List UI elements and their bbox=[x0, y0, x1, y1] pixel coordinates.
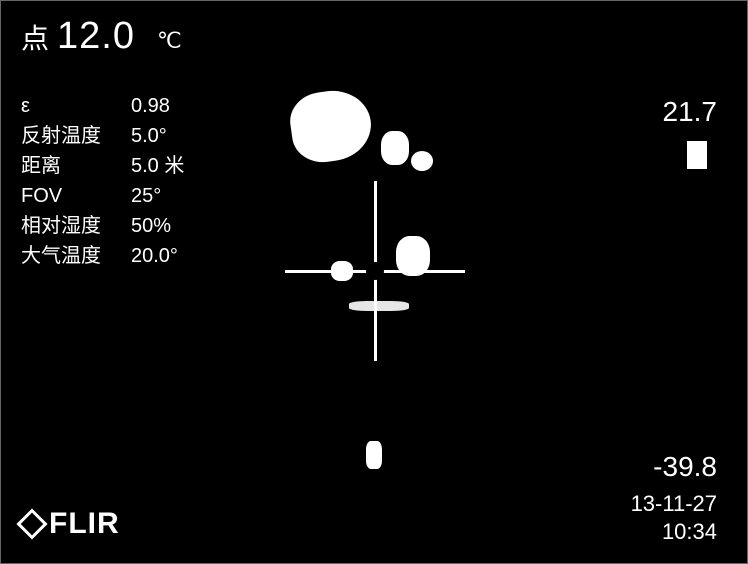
measurement-parameters: ε 0.98 反射温度 5.0° 距离 5.0 米 FOV 25° 相对湿度 5… bbox=[21, 91, 184, 271]
param-value: 5.0 米 bbox=[131, 151, 184, 181]
capture-time: 10:34 bbox=[631, 518, 717, 546]
thermal-blob bbox=[411, 151, 433, 171]
param-value: 50% bbox=[131, 211, 171, 241]
brand-logo: FLIR bbox=[21, 507, 120, 541]
spot-temperature: 点 12.0 ℃ bbox=[21, 15, 182, 58]
thermal-viewport: 点 12.0 ℃ ε 0.98 反射温度 5.0° 距离 5.0 米 FOV 2… bbox=[0, 0, 748, 564]
thermal-blob bbox=[331, 261, 353, 281]
scale-min: -39.8 bbox=[653, 451, 717, 483]
param-value: 0.98 bbox=[131, 91, 170, 121]
param-row: 大气温度 20.0° bbox=[21, 241, 184, 271]
thermal-blob bbox=[366, 441, 382, 469]
param-row: 距离 5.0 米 bbox=[21, 151, 184, 181]
param-label: 大气温度 bbox=[21, 241, 131, 271]
param-label: ε bbox=[21, 91, 131, 121]
thermal-blob bbox=[349, 301, 409, 311]
param-row: 相对湿度 50% bbox=[21, 211, 184, 241]
param-value: 25° bbox=[131, 181, 161, 211]
thermal-blob bbox=[381, 131, 409, 165]
param-label: 距离 bbox=[21, 151, 131, 181]
thermal-blob bbox=[396, 236, 430, 276]
param-row: 反射温度 5.0° bbox=[21, 121, 184, 151]
spot-value: 12.0 bbox=[57, 15, 135, 58]
brand-text: FLIR bbox=[49, 507, 120, 541]
spot-label: 点 bbox=[21, 17, 49, 57]
spot-unit: ℃ bbox=[157, 28, 182, 54]
capture-datetime: 13-11-27 10:34 bbox=[631, 490, 717, 545]
capture-date: 13-11-27 bbox=[631, 490, 717, 518]
center-crosshair bbox=[285, 181, 465, 361]
param-label: FOV bbox=[21, 181, 131, 211]
param-row: ε 0.98 bbox=[21, 91, 184, 121]
flir-diamond-icon bbox=[16, 508, 47, 539]
param-value: 20.0° bbox=[131, 241, 178, 271]
thermal-blob bbox=[287, 86, 376, 166]
param-row: FOV 25° bbox=[21, 181, 184, 211]
param-value: 5.0° bbox=[131, 121, 167, 151]
scale-indicator bbox=[687, 141, 707, 169]
scale-max: 21.7 bbox=[663, 96, 718, 128]
param-label: 反射温度 bbox=[21, 121, 131, 151]
param-label: 相对湿度 bbox=[21, 211, 131, 241]
